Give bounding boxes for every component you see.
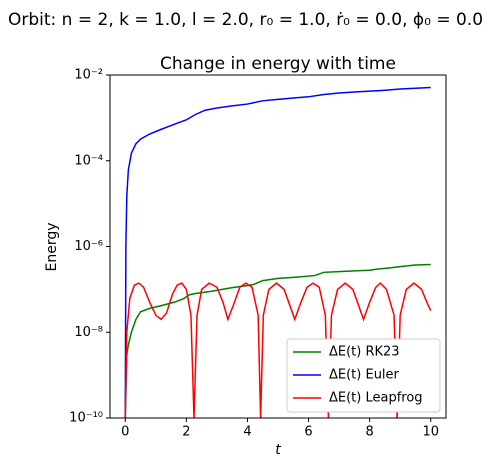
y-tick-label: 10⁻⁸ [74,325,103,340]
legend-box [286,338,441,413]
y-tick-label: 10⁻² [74,68,103,83]
x-tick-label: 2 [182,425,190,440]
x-tick-label: 10 [422,425,439,440]
series-line [124,86,431,418]
plot-frame [109,74,447,419]
suptitle: Orbit: n = 2, k = 1.0, l = 2.0, r₀ = 1.0… [8,10,483,30]
legend-label: ΔE(t) RK23 [329,345,400,360]
y-tick-label: 10⁻⁴ [74,153,103,168]
y-axis-label: Energy [44,222,60,271]
x-axis-label: t [275,442,281,458]
legend-label: ΔE(t) Leapfrog [329,391,423,406]
y-tick-label: 10⁻⁶ [74,239,103,254]
legend-label: ΔE(t) Euler [329,368,400,383]
y-tick-label: 10⁻¹⁰ [69,411,103,426]
x-tick-label: 6 [304,425,312,440]
x-tick-label: 0 [121,425,129,440]
x-tick-label: 8 [365,425,373,440]
chart-title: Change in energy with time [160,54,396,74]
x-tick-label: 4 [243,425,251,440]
series-line [124,263,431,418]
series-line [124,282,432,418]
